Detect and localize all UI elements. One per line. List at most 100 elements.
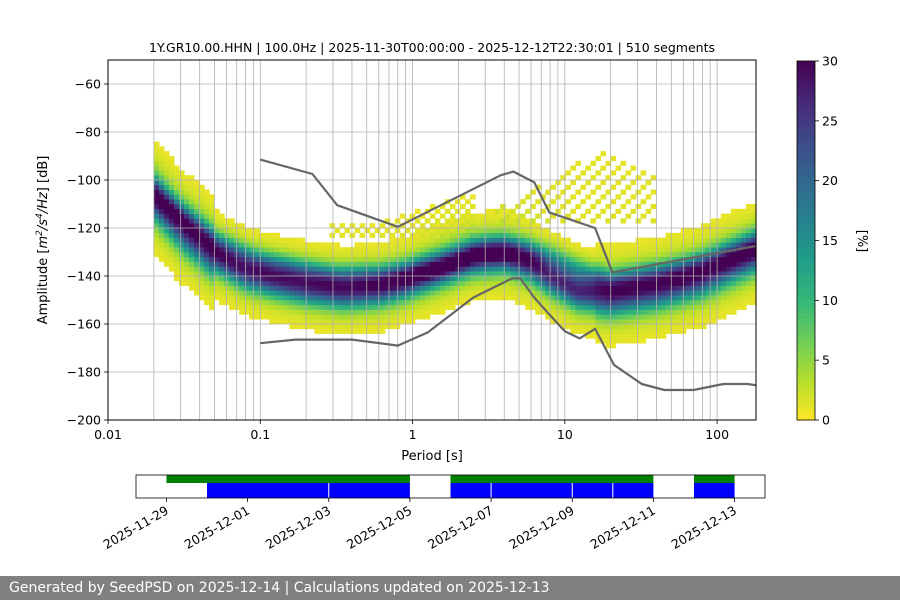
heatmap-cell	[595, 276, 602, 282]
heatmap-cell	[439, 271, 446, 277]
heatmap-cell	[309, 295, 316, 301]
heatmap-cell	[163, 199, 170, 205]
heatmap-cell	[645, 285, 652, 291]
heatmap-cell	[183, 237, 190, 243]
heatmap-cell	[319, 242, 326, 248]
heatmap-cell	[424, 247, 431, 253]
heatmap-cell	[269, 261, 275, 267]
heatmap-cell	[224, 280, 230, 286]
heatmap-cell	[700, 266, 707, 272]
heatmap-cell	[153, 223, 160, 229]
heatmap-cell	[314, 247, 321, 253]
heatmap-cell	[520, 237, 526, 243]
heatmap-cell	[379, 261, 386, 267]
heatmap-cell	[459, 223, 466, 229]
heatmap-cell	[324, 242, 331, 248]
heatmap-cell	[454, 256, 461, 262]
heatmap-cell	[289, 314, 295, 320]
heatmap-cell	[153, 237, 160, 243]
colorbar-segment	[797, 162, 815, 170]
heatmap-cell	[244, 285, 250, 291]
heatmap-cell	[204, 228, 210, 234]
heatmap-cell	[595, 242, 602, 248]
heatmap-cell	[720, 304, 727, 310]
heatmap-cell	[153, 252, 160, 258]
heatmap-cell	[625, 295, 632, 301]
heatmap-cell	[520, 228, 526, 234]
heatmap-cell	[695, 304, 702, 310]
heatmap-cell	[299, 314, 305, 320]
heatmap-cell	[474, 285, 481, 291]
heatmap-cell	[610, 276, 617, 282]
heatmap-cell	[565, 199, 571, 205]
heatmap-cell	[324, 256, 331, 262]
heatmap-cell	[535, 184, 541, 190]
heatmap-cell	[284, 300, 290, 306]
heatmap-cell	[193, 256, 200, 262]
heatmap-cell	[655, 271, 662, 277]
heatmap-cell	[530, 285, 536, 291]
heatmap-cell	[505, 266, 511, 272]
heatmap-cell	[520, 232, 526, 238]
heatmap-cell	[570, 208, 576, 214]
heatmap-cell	[600, 300, 607, 306]
heatmap-cell	[480, 247, 486, 253]
heatmap-cell	[199, 223, 205, 229]
heatmap-cell	[530, 218, 536, 224]
heatmap-cell	[505, 280, 511, 286]
availability-tick-label: 2025-12-11	[587, 503, 657, 552]
heatmap-cell	[439, 300, 446, 306]
heatmap-cell	[173, 199, 180, 205]
heatmap-cell	[635, 290, 642, 296]
heatmap-cell	[575, 324, 581, 330]
heatmap-cell	[419, 242, 426, 248]
heatmap-cell	[419, 252, 426, 258]
heatmap-cell	[695, 266, 702, 272]
heatmap-cell	[675, 324, 682, 330]
colorbar-segment	[797, 324, 815, 331]
heatmap-cell	[605, 218, 612, 224]
heatmap-cell	[469, 232, 476, 238]
heatmap-cell	[359, 309, 366, 315]
colorbar-segment	[797, 312, 815, 319]
heatmap-cell	[204, 223, 210, 229]
heatmap-cell	[745, 252, 752, 258]
heatmap-cell	[590, 175, 597, 181]
heatmap-cell	[615, 324, 622, 330]
heatmap-cell	[610, 184, 617, 190]
heatmap-cell	[354, 300, 361, 306]
heatmap-cell	[324, 324, 331, 330]
heatmap-cell	[284, 304, 290, 310]
heatmap-cell	[485, 232, 491, 238]
heatmap-cell	[294, 266, 300, 272]
heatmap-cell	[660, 276, 667, 282]
heatmap-cell	[404, 228, 411, 234]
heatmap-cell	[720, 290, 727, 296]
heatmap-cell	[449, 261, 456, 267]
heatmap-cell	[183, 266, 190, 272]
heatmap-cell	[620, 271, 627, 277]
heatmap-cell	[434, 271, 441, 277]
heatmap-cell	[168, 180, 175, 186]
heatmap-cell	[635, 237, 642, 243]
heatmap-cell	[595, 338, 602, 344]
heatmap-cell	[339, 300, 346, 306]
heatmap-cell	[505, 237, 511, 243]
heatmap-cell	[314, 256, 321, 262]
heatmap-cell	[500, 232, 506, 238]
heatmap-cell	[750, 276, 757, 282]
x-tick-label: 1	[409, 427, 417, 442]
heatmap-cell	[510, 237, 516, 243]
heatmap-cell	[520, 199, 526, 205]
heatmap-cell	[530, 237, 536, 243]
heatmap-cell	[565, 290, 571, 296]
heatmap-cell	[565, 324, 571, 330]
heatmap-cell	[635, 295, 642, 301]
heatmap-cell	[294, 314, 300, 320]
heatmap-cell	[199, 184, 205, 190]
heatmap-cell	[595, 314, 602, 320]
heatmap-cell	[725, 309, 732, 315]
heatmap-cell	[364, 271, 371, 277]
heatmap-cell	[575, 218, 581, 224]
heatmap-cell	[459, 252, 466, 258]
